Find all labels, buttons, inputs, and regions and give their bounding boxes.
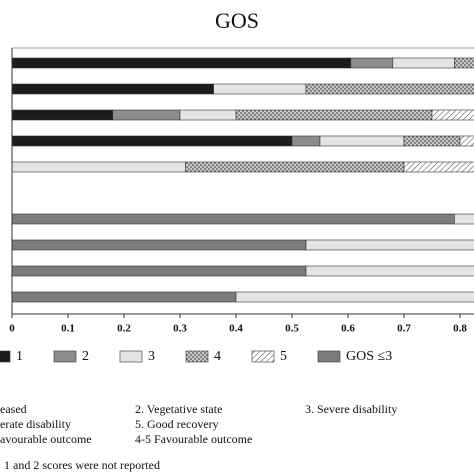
bar-segment xyxy=(12,213,455,225)
footnote: 5. Good recovery xyxy=(135,417,219,431)
bar-segment xyxy=(454,213,474,225)
bar-segment xyxy=(12,161,186,173)
bar-segment xyxy=(179,109,237,121)
legend-label: 3 xyxy=(148,349,155,364)
legend-swatch xyxy=(0,350,11,363)
footnote: 3. Severe disability xyxy=(305,402,397,416)
bar-segment xyxy=(403,161,474,173)
x-tick-label: 0.2 xyxy=(117,323,131,335)
legend-swatch xyxy=(185,350,209,363)
x-tick-label: 0.5 xyxy=(285,323,299,335)
bar-segment xyxy=(431,109,474,121)
bar-segment xyxy=(319,135,405,147)
legend-label: 2 xyxy=(82,349,89,364)
bar-segment xyxy=(305,265,474,277)
bar-segment xyxy=(213,83,307,95)
bar-segment xyxy=(12,291,237,303)
footnote: 4-5 Favourable outcome xyxy=(135,432,252,446)
x-tick-label: 0.3 xyxy=(173,323,187,335)
legend-label: 5 xyxy=(280,349,287,364)
legend-swatch xyxy=(251,350,275,363)
bar-segment xyxy=(454,57,474,69)
footnote: 2. Vegetative state xyxy=(135,402,222,416)
footnote: avourable outcome xyxy=(0,432,92,446)
legend-swatch xyxy=(317,350,341,363)
legend-label: 4 xyxy=(214,349,221,364)
x-tick-label: 0.4 xyxy=(229,323,243,335)
x-tick-label: 0 xyxy=(9,323,15,335)
legend-label: 1 xyxy=(16,349,23,364)
x-tick-label: 0.1 xyxy=(61,323,75,335)
x-tick-label: 0.7 xyxy=(397,323,411,335)
bar-segment xyxy=(12,109,114,121)
bar-segment xyxy=(392,57,455,69)
bar-segment xyxy=(185,161,405,173)
x-tick-label: 0.8 xyxy=(453,323,467,335)
x-tick-label: 0.6 xyxy=(341,323,355,335)
legend-label: GOS ≤3 xyxy=(346,349,392,364)
footnote: erate disability xyxy=(0,417,71,431)
bar-segment xyxy=(291,135,321,147)
bar-segment xyxy=(12,239,307,251)
legend-swatch xyxy=(53,350,77,363)
bar-segment xyxy=(112,109,181,121)
bar-segment xyxy=(403,135,461,147)
bar-segment xyxy=(235,109,433,121)
bar-segment xyxy=(350,57,394,69)
bar-segment xyxy=(12,57,352,69)
bar-segment xyxy=(235,291,474,303)
plot-area xyxy=(12,57,474,303)
bar-segment xyxy=(12,135,293,147)
legend-swatch xyxy=(119,350,143,363)
bar-segment xyxy=(12,265,307,277)
chart-title: GOS xyxy=(215,8,259,33)
bar-segment xyxy=(305,239,474,251)
footnote: 1 and 2 scores were not reported xyxy=(4,458,160,472)
footnote: eased xyxy=(0,402,27,416)
bar-segment xyxy=(305,83,474,95)
bar-segment xyxy=(459,135,474,147)
bar-segment xyxy=(12,83,214,95)
